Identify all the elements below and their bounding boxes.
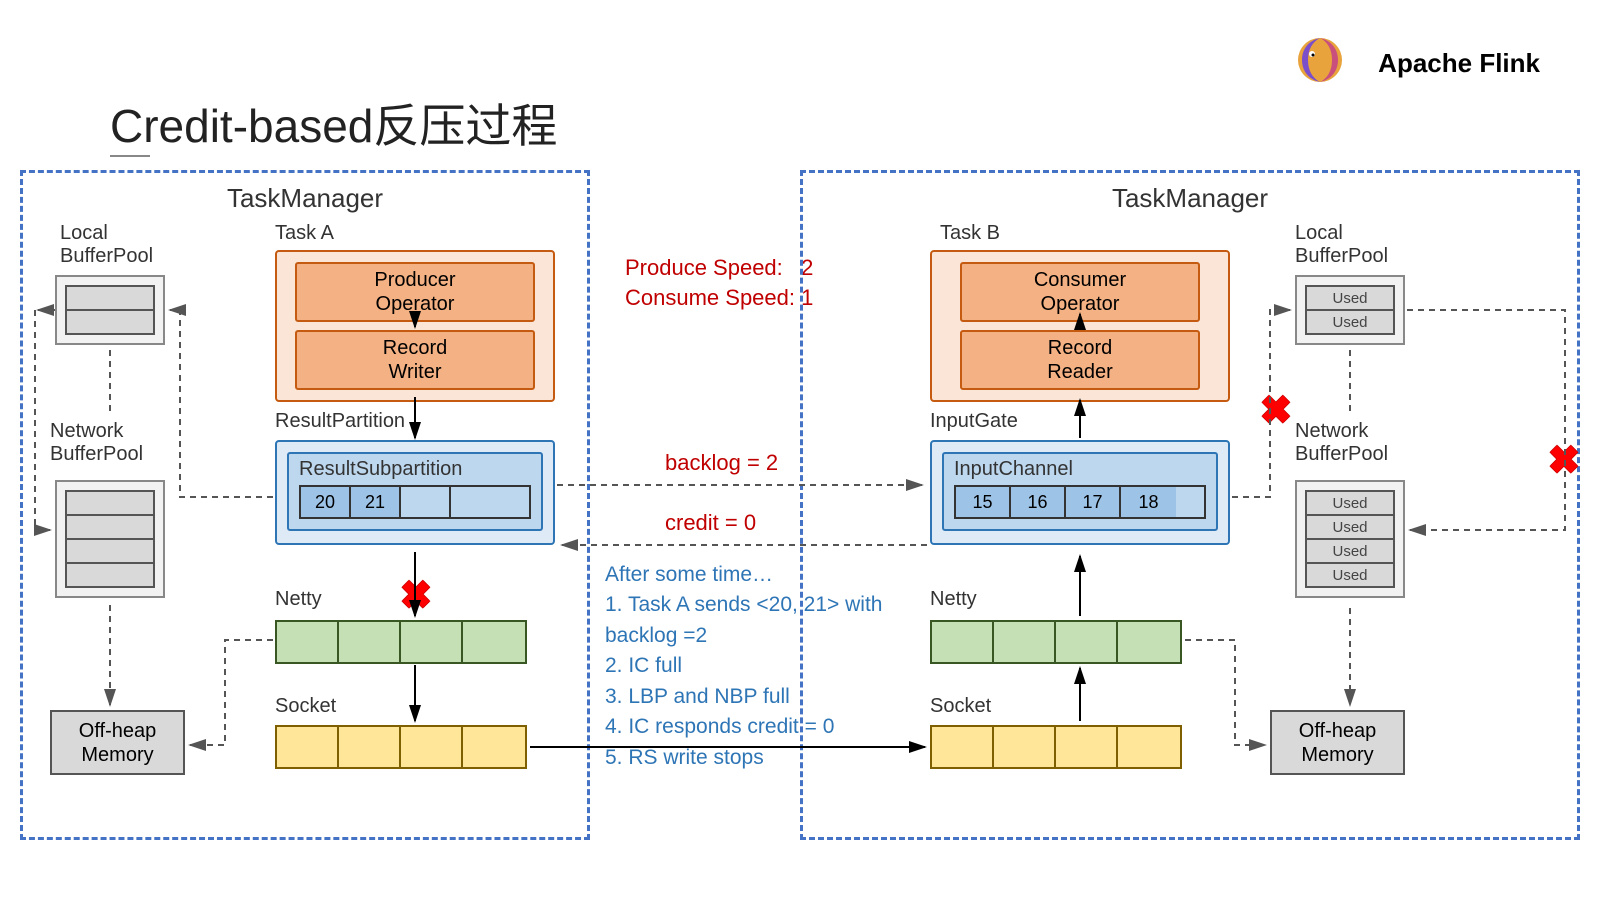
pool-slot bbox=[65, 538, 155, 564]
record-reader: Record Reader bbox=[960, 330, 1200, 390]
step-line: 3. LBP and NBP full bbox=[605, 682, 885, 712]
netty-label-left: Netty bbox=[275, 588, 322, 611]
local-bufferpool-right: Used Used bbox=[1295, 275, 1405, 345]
network-bufferpool-left bbox=[55, 480, 165, 598]
ic-label: InputChannel bbox=[954, 458, 1206, 481]
netty-cell bbox=[1118, 622, 1180, 662]
record-writer: Record Writer bbox=[295, 330, 535, 390]
pool-slot: Used bbox=[1305, 562, 1395, 588]
socket-cell bbox=[277, 727, 339, 767]
step-line: 4. IC responds credit = 0 bbox=[605, 712, 885, 742]
rsp-buffers: 20 21 bbox=[299, 485, 531, 519]
socket-cell bbox=[463, 727, 525, 767]
task-a-box: Producer Operator Record Writer bbox=[275, 250, 555, 402]
pool-slot bbox=[65, 514, 155, 540]
pool-slot bbox=[65, 490, 155, 516]
result-partition-label: ResultPartition bbox=[275, 410, 405, 433]
steps-title: After some time… bbox=[605, 560, 885, 590]
result-partition: ResultSubpartition 20 21 bbox=[275, 440, 555, 545]
consumer-operator: Consumer Operator bbox=[960, 262, 1200, 322]
offheap-memory-right: Off-heap Memory bbox=[1270, 710, 1405, 775]
redx-icon: ✖ bbox=[1260, 388, 1292, 433]
page-title: Credit-based反压过程 bbox=[110, 90, 557, 156]
backlog-label: backlog = 2 bbox=[665, 450, 778, 476]
buffer-cell: 18 bbox=[1121, 487, 1176, 517]
pool-slot: Used bbox=[1305, 490, 1395, 516]
buffer-cell: 17 bbox=[1066, 487, 1121, 517]
network-bufferpool-right: Used Used Used Used bbox=[1295, 480, 1405, 598]
netty-cell bbox=[401, 622, 463, 662]
pool-slot bbox=[65, 562, 155, 588]
step-line: 1. Task A sends <20, 21> with backlog =2 bbox=[605, 590, 885, 651]
netty-cell bbox=[1056, 622, 1118, 662]
pool-slot: Used bbox=[1305, 538, 1395, 564]
rsp-label: ResultSubpartition bbox=[299, 458, 531, 481]
step-line: 5. RS write stops bbox=[605, 743, 885, 773]
steps-block: After some time… 1. Task A sends <20, 21… bbox=[605, 560, 885, 773]
pool-slot bbox=[65, 309, 155, 335]
input-channel: InputChannel 15 16 17 18 bbox=[942, 452, 1218, 531]
netty-cell bbox=[994, 622, 1056, 662]
netty-cell bbox=[463, 622, 525, 662]
socket-cell bbox=[1118, 727, 1180, 767]
local-bp-label-right: Local BufferPool bbox=[1295, 222, 1388, 268]
network-bp-label-right: Network BufferPool bbox=[1295, 420, 1388, 466]
network-bp-label-left: Network BufferPool bbox=[50, 420, 143, 466]
local-bufferpool-left bbox=[55, 275, 165, 345]
buffer-cell bbox=[451, 487, 501, 517]
netty-cell bbox=[339, 622, 401, 662]
buffer-cell: 20 bbox=[301, 487, 351, 517]
redx-icon: ✖ bbox=[1548, 438, 1580, 483]
step-line: 2. IC full bbox=[605, 651, 885, 681]
pool-slot: Used bbox=[1305, 309, 1395, 335]
socket-cell bbox=[932, 727, 994, 767]
brand-label: Apache Flink bbox=[1378, 48, 1540, 79]
credit-label: credit = 0 bbox=[665, 510, 756, 536]
offheap-memory-left: Off-heap Memory bbox=[50, 710, 185, 775]
consume-speed: Consume Speed: 1 bbox=[625, 285, 813, 311]
task-b-box: Consumer Operator Record Reader bbox=[930, 250, 1230, 402]
title-underline bbox=[110, 155, 150, 157]
socket-buffer-right bbox=[930, 725, 1182, 769]
buffer-cell: 15 bbox=[956, 487, 1011, 517]
task-b-label: Task B bbox=[940, 222, 1000, 245]
input-gate-label: InputGate bbox=[930, 410, 1018, 433]
netty-buffer-right bbox=[930, 620, 1182, 664]
pool-slot: Used bbox=[1305, 285, 1395, 311]
produce-speed: Produce Speed: 2 bbox=[625, 255, 813, 281]
socket-label-right: Socket bbox=[930, 695, 991, 718]
pool-slot bbox=[65, 285, 155, 311]
netty-buffer-left bbox=[275, 620, 527, 664]
netty-cell bbox=[932, 622, 994, 662]
netty-cell bbox=[277, 622, 339, 662]
pool-slot: Used bbox=[1305, 514, 1395, 540]
socket-cell bbox=[339, 727, 401, 767]
buffer-cell bbox=[401, 487, 451, 517]
tm-right-title: TaskManager bbox=[803, 183, 1577, 214]
buffer-cell: 16 bbox=[1011, 487, 1066, 517]
redx-icon: ✖ bbox=[400, 573, 432, 618]
socket-cell bbox=[994, 727, 1056, 767]
producer-operator: Producer Operator bbox=[295, 262, 535, 322]
task-a-label: Task A bbox=[275, 222, 334, 245]
ic-buffers: 15 16 17 18 bbox=[954, 485, 1206, 519]
socket-cell bbox=[1056, 727, 1118, 767]
input-gate: InputChannel 15 16 17 18 bbox=[930, 440, 1230, 545]
buffer-cell: 21 bbox=[351, 487, 401, 517]
socket-cell bbox=[401, 727, 463, 767]
socket-label-left: Socket bbox=[275, 695, 336, 718]
result-subpartition: ResultSubpartition 20 21 bbox=[287, 452, 543, 531]
socket-buffer-left bbox=[275, 725, 527, 769]
tm-left-title: TaskManager bbox=[23, 183, 587, 214]
flink-logo-icon bbox=[1290, 28, 1350, 88]
local-bp-label-left: Local BufferPool bbox=[60, 222, 153, 268]
netty-label-right: Netty bbox=[930, 588, 977, 611]
